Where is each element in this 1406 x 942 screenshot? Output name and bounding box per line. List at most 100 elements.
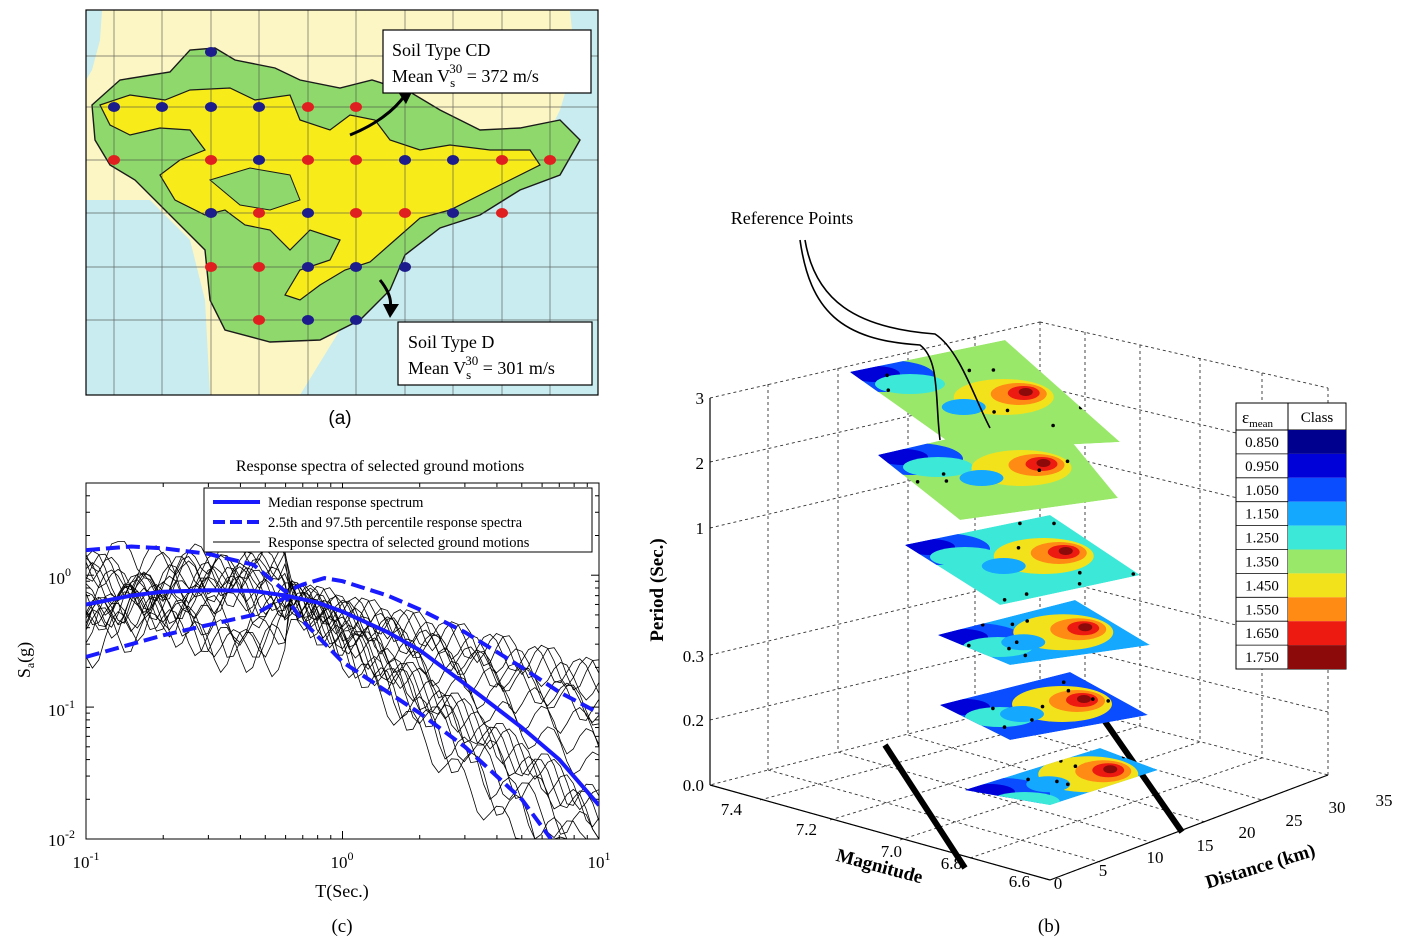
slice-contour bbox=[1018, 388, 1033, 396]
dist-tick-3: 15 bbox=[1197, 836, 1214, 855]
colorbar-class-label: 1.750 bbox=[1245, 650, 1279, 666]
mag-tick-3: 6.8 bbox=[941, 854, 962, 873]
colorbar-class-label: 1.350 bbox=[1245, 555, 1279, 571]
ground-motion-spectrum bbox=[86, 541, 599, 687]
colorbar-class-label: 1.550 bbox=[1245, 602, 1279, 618]
reference-point-dot bbox=[991, 368, 996, 372]
reference-point-dot bbox=[1091, 697, 1095, 701]
ground-motion-spectrum bbox=[86, 579, 599, 839]
panel-c-spectra: Response spectra of selected ground moti… bbox=[14, 458, 611, 937]
arrowhead-d bbox=[383, 304, 399, 318]
soil-d-mean: Mean Vs30 = 301 m/s bbox=[408, 353, 555, 382]
mag-tick-4: 6.6 bbox=[1009, 872, 1030, 891]
point-blue bbox=[447, 208, 459, 218]
point-red bbox=[253, 315, 265, 325]
point-red bbox=[544, 155, 556, 165]
panel-b-3d: Reference Points εmean Class 0.850 0.950 1… bbox=[647, 208, 1393, 937]
reference-point-dot bbox=[1121, 754, 1126, 759]
z-tick-3: 1 bbox=[696, 519, 705, 538]
legend-median-label: Median response spectrum bbox=[268, 495, 424, 511]
point-blue bbox=[253, 155, 265, 165]
colorbar-swatch bbox=[1288, 501, 1346, 526]
mag-tick-0: 7.4 bbox=[721, 800, 743, 819]
colorbar-swatch bbox=[1288, 525, 1346, 550]
y-axis-label-c: Sa(g) bbox=[14, 642, 37, 678]
colorbar-header-class: Class bbox=[1301, 410, 1334, 426]
reference-point-dot bbox=[1040, 704, 1045, 709]
point-red bbox=[350, 102, 362, 112]
point-blue bbox=[205, 102, 217, 112]
reference-point-dot bbox=[1055, 779, 1059, 784]
slice-contour bbox=[1103, 765, 1118, 774]
z-tick-4: 2 bbox=[696, 454, 705, 473]
reference-point-dot bbox=[1023, 653, 1028, 658]
period-slice bbox=[938, 600, 1150, 665]
colorbar-swatch bbox=[1288, 549, 1346, 574]
slice-contour bbox=[1077, 695, 1091, 703]
percentile-spectrum-line bbox=[86, 594, 553, 839]
colorbar-swatch bbox=[1288, 430, 1346, 454]
dist-tick-0: 0 bbox=[1054, 874, 1063, 893]
ground-motion-spectrum bbox=[86, 583, 599, 839]
panel-a-map: Soil Type CD Mean Vs30 = 372 m/s Soil Ty… bbox=[85, 9, 599, 429]
front-left-edge bbox=[709, 784, 1051, 881]
y-axis-ticks-b: 0 5 10 15 20 25 30 35 bbox=[1054, 791, 1393, 893]
reference-point-dot bbox=[1037, 468, 1042, 473]
grid-points bbox=[108, 47, 556, 325]
y-tick-c-2: 100 bbox=[48, 565, 71, 588]
soil-d-title: Soil Type D bbox=[408, 332, 494, 352]
y-axis-label-b: Distance (km) bbox=[1203, 840, 1318, 893]
reference-point-dot bbox=[1014, 640, 1019, 644]
point-blue bbox=[399, 155, 411, 165]
reference-point-dot bbox=[1018, 521, 1022, 526]
point-blue bbox=[399, 262, 411, 272]
reference-point-dot bbox=[991, 706, 995, 711]
period-slice bbox=[905, 515, 1140, 605]
slice-contour bbox=[903, 457, 973, 477]
colorbar-header-eps: εmean bbox=[1242, 408, 1273, 430]
plot-c-series bbox=[86, 541, 599, 839]
slice-contour bbox=[1036, 459, 1051, 467]
x-axis-label-b: Magnitude bbox=[834, 845, 925, 888]
reference-point-dot bbox=[1065, 459, 1070, 464]
point-blue bbox=[302, 262, 314, 272]
point-red bbox=[350, 208, 362, 218]
x-axis-label-c: T(Sec.) bbox=[315, 881, 368, 902]
reference-point-dot bbox=[1005, 408, 1010, 413]
z-axis-ticks: 0.0 0.2 0.3 1 2 3 bbox=[683, 389, 704, 795]
colorbar-swatch bbox=[1288, 453, 1346, 478]
slice-contour bbox=[930, 547, 1000, 567]
point-blue bbox=[302, 208, 314, 218]
caption-b: (b) bbox=[1038, 916, 1060, 937]
colorbar-class-label: 1.150 bbox=[1245, 507, 1279, 523]
reference-point-dot bbox=[1007, 646, 1011, 651]
reference-point-dot bbox=[1002, 725, 1007, 729]
point-blue bbox=[447, 155, 459, 165]
point-red bbox=[205, 262, 217, 272]
slice-contour bbox=[990, 792, 1060, 805]
reference-point-dot bbox=[1082, 447, 1087, 451]
colorbar-swatch bbox=[1288, 597, 1346, 622]
reference-point-dot bbox=[1059, 759, 1063, 763]
soil-type-cd-area bbox=[99, 87, 541, 301]
point-red bbox=[350, 155, 362, 165]
slice-contour bbox=[1001, 634, 1046, 651]
point-blue bbox=[108, 102, 120, 112]
point-red bbox=[253, 208, 265, 218]
west-sea bbox=[86, 10, 102, 80]
reference-point-dot bbox=[1010, 622, 1015, 627]
median-spectrum-line bbox=[86, 588, 599, 807]
reference-point-dot bbox=[1051, 423, 1055, 428]
colorbar-swatch bbox=[1288, 621, 1346, 646]
reference-point-dot bbox=[1106, 699, 1110, 703]
arrow-to-cd bbox=[349, 94, 407, 137]
z-tick-0: 0.0 bbox=[683, 776, 704, 795]
point-red bbox=[205, 155, 217, 165]
reference-point-dot bbox=[915, 480, 920, 484]
slice-contour bbox=[959, 470, 1004, 486]
reference-point-dot bbox=[1073, 764, 1078, 768]
point-blue bbox=[302, 315, 314, 325]
reference-line-floor-1 bbox=[882, 743, 968, 870]
colorbar-class-label: 0.950 bbox=[1245, 459, 1279, 475]
reference-point-dot bbox=[941, 472, 946, 476]
